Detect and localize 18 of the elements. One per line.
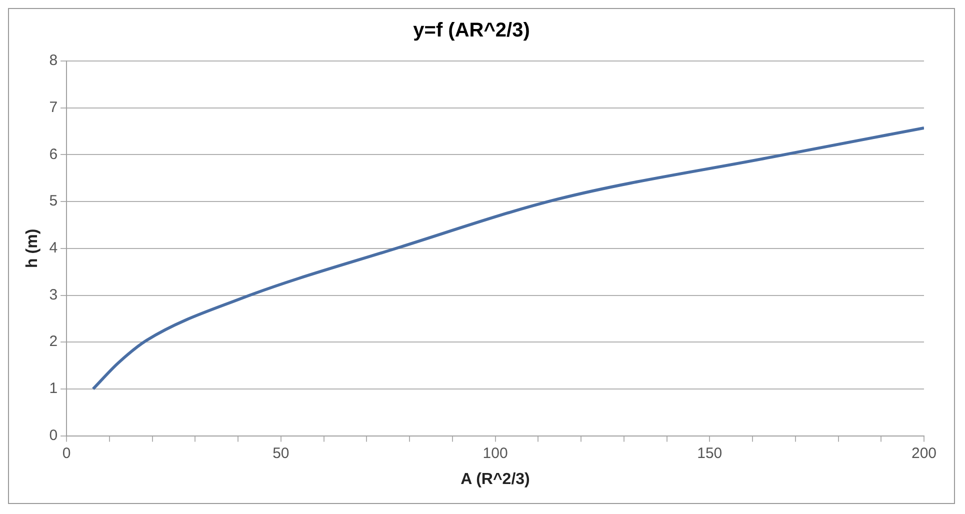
x-tick-label: 200 <box>911 444 937 462</box>
y-tick-label: 4 <box>49 240 58 257</box>
y-tick-label: 5 <box>49 192 58 210</box>
x-tick-label: 100 <box>482 444 508 462</box>
y-tick-label: 7 <box>49 98 58 116</box>
y-axis-title: h (m) <box>24 228 42 268</box>
x-tick-label: 50 <box>272 444 290 462</box>
y-tick-label: 0 <box>49 426 58 444</box>
y-tick-label: 2 <box>49 333 58 350</box>
x-tick-label: 150 <box>697 444 722 462</box>
x-tick-label: 0 <box>62 444 71 462</box>
y-tick-label: 1 <box>49 380 58 398</box>
x-axis-title: A (R^2/3) <box>460 470 530 488</box>
line-series <box>92 126 924 390</box>
chart-title: y=f (AR^2/3) <box>413 20 530 42</box>
y-tick-label: 3 <box>49 286 58 304</box>
y-tick-label: 8 <box>49 52 58 70</box>
y-tick-label: 6 <box>49 146 58 163</box>
